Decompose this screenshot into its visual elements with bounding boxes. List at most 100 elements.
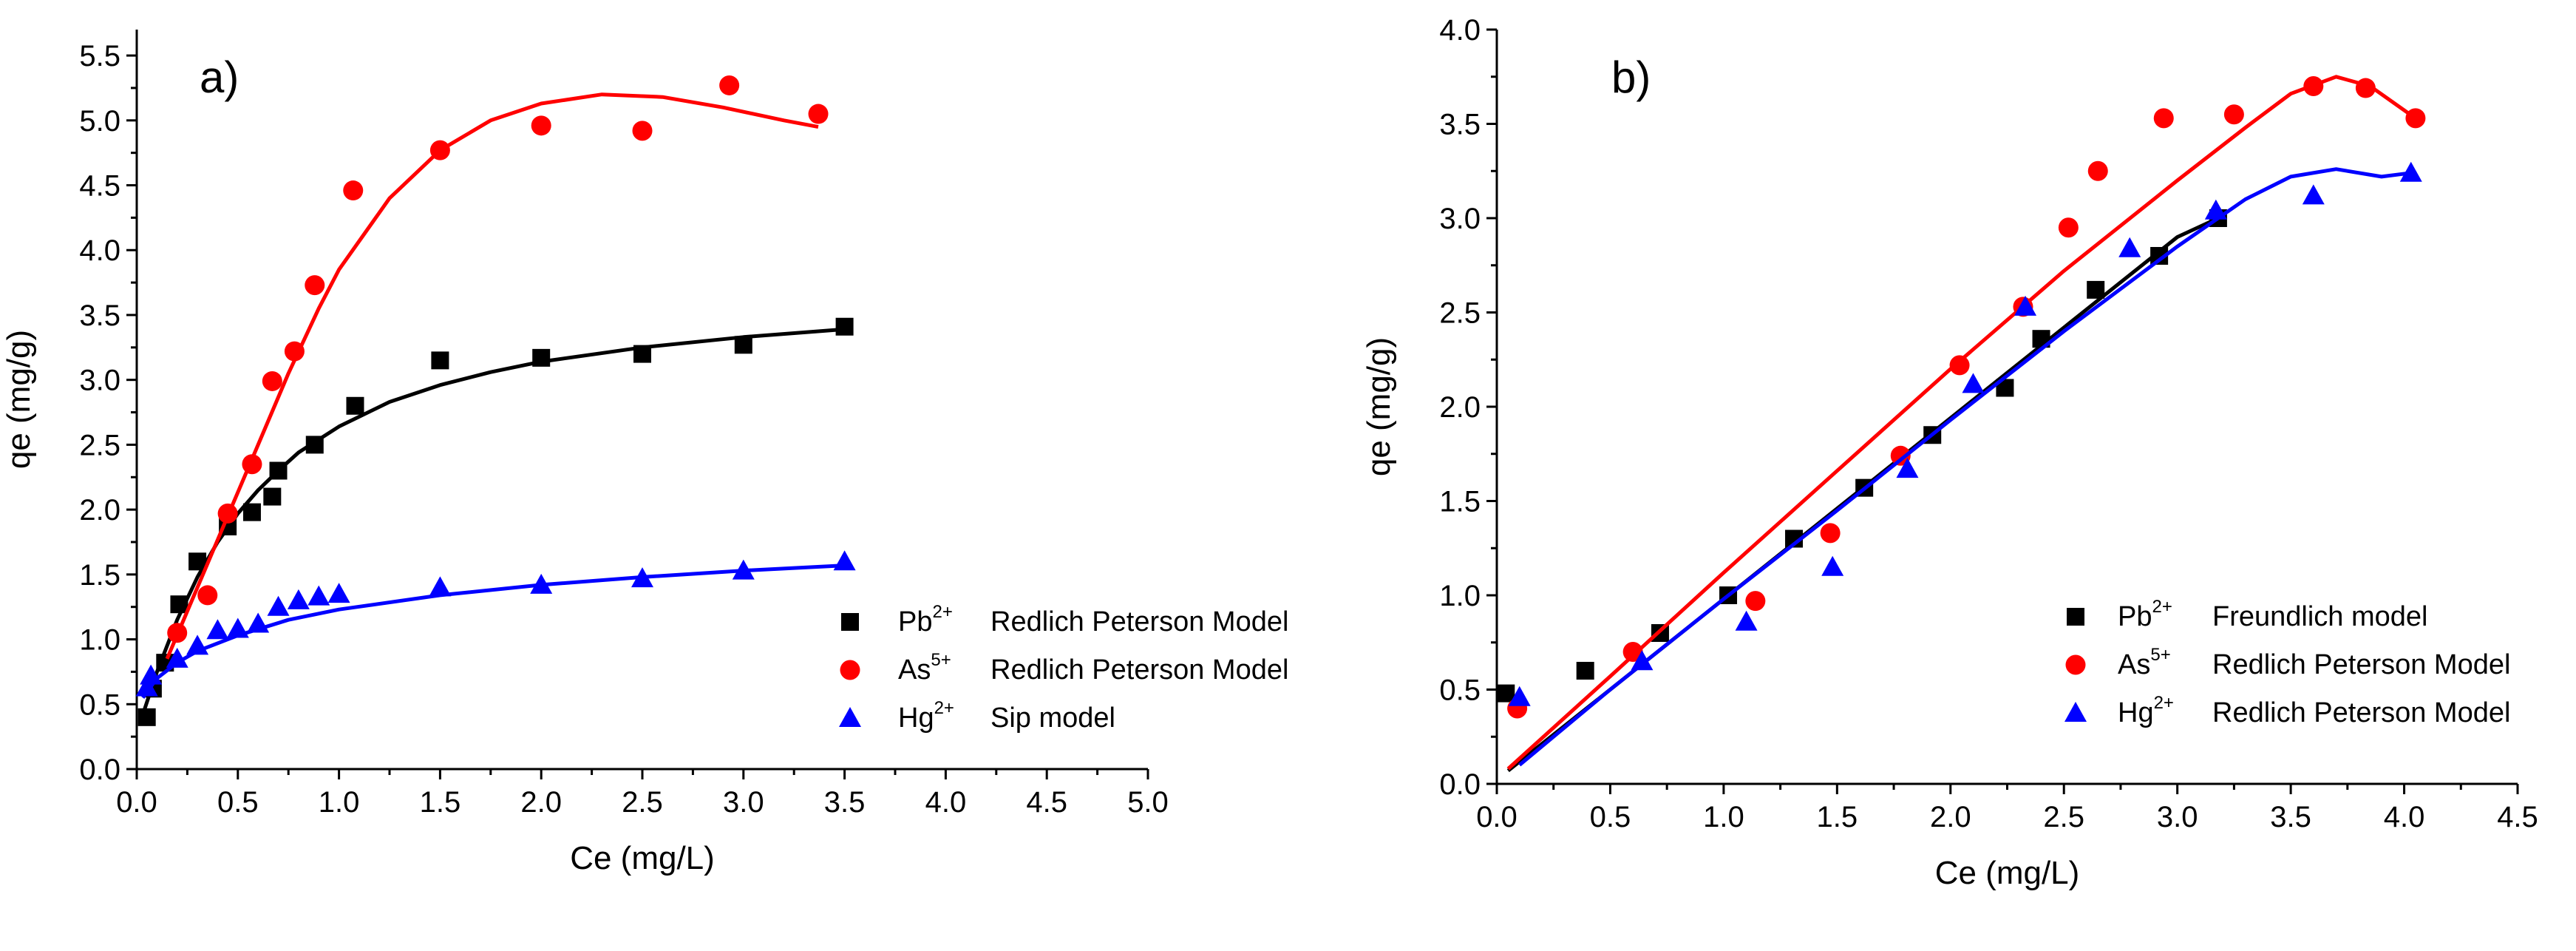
data-point-as: [2153, 108, 2174, 129]
data-point-pb: [734, 336, 752, 354]
data-point-hg: [186, 634, 209, 655]
y-tick-label: 2.0: [1439, 391, 1481, 424]
data-point-as: [2058, 217, 2079, 238]
data-point-as: [2355, 78, 2376, 98]
data-point-hg: [1962, 373, 1985, 393]
data-point-pb: [137, 708, 156, 726]
data-point-as: [1820, 523, 1841, 544]
fit-curve-as: [165, 92, 819, 660]
series-as: [165, 75, 829, 660]
x-tick-label: 0.5: [1590, 801, 1631, 833]
data-point-hg: [732, 559, 755, 580]
x-tick-label: 4.0: [2384, 801, 2425, 833]
legend-item-hg: Hg2+ Redlich Peterson Model: [2064, 693, 2510, 728]
legend-model: Redlich Peterson Model: [2212, 697, 2510, 728]
legend-model: Redlich Peterson Model: [990, 606, 1288, 637]
data-point-as: [242, 454, 262, 475]
legend-charge: 2+: [2152, 597, 2172, 617]
x-tick-label: 3.5: [2270, 801, 2311, 833]
data-point-hg: [327, 583, 350, 603]
data-point-as: [808, 104, 829, 124]
data-point-as: [217, 503, 238, 524]
data-point-as: [1890, 445, 1911, 466]
fit-curve-pb: [140, 327, 845, 716]
data-point-hg: [2302, 184, 2325, 205]
data-point-pb: [242, 503, 261, 521]
panel-label: a): [200, 53, 239, 102]
data-point-as: [284, 341, 305, 362]
data-point-as: [632, 121, 653, 141]
data-point-as: [719, 75, 740, 95]
legend-ion: As5+: [898, 650, 951, 686]
fit-curve-hg: [1518, 167, 2412, 767]
legend-charge: 5+: [2150, 645, 2170, 665]
legend-item-hg: Hg2+ Sip model: [839, 698, 1115, 734]
legend-charge: 2+: [2154, 693, 2174, 713]
y-tick-label: 4.0: [1439, 14, 1481, 47]
y-tick-label: 2.5: [79, 429, 120, 461]
x-tick-label: 2.0: [520, 786, 562, 819]
fit-curve-as: [1506, 75, 2417, 771]
series-hg: [135, 550, 856, 699]
y-tick-label: 1.5: [79, 559, 120, 592]
data-point-pb: [346, 396, 364, 415]
data-point-hg: [140, 664, 163, 685]
data-point-as: [1622, 642, 1643, 662]
x-tick-label: 4.0: [925, 786, 967, 819]
data-point-as: [1949, 355, 1970, 376]
x-tick-label: 1.5: [420, 786, 461, 819]
data-point-as: [167, 623, 188, 643]
legend-ion: Hg2+: [898, 698, 954, 734]
data-point-pb: [170, 595, 188, 614]
data-point-hg: [1735, 610, 1758, 631]
panel-label: b): [1611, 53, 1651, 102]
data-point-hg: [1508, 686, 1531, 706]
y-tick-label: 4.0: [79, 234, 120, 267]
y-tick-label: 0.5: [79, 688, 120, 721]
y-tick-label: 3.5: [1439, 109, 1481, 141]
y-tick-label: 1.5: [1439, 486, 1481, 518]
data-point-hg: [226, 617, 249, 638]
series-hg: [1508, 161, 2422, 767]
y-tick-label: 5.5: [79, 40, 120, 72]
x-tick-label: 0.5: [217, 786, 259, 819]
legend-model: Redlich Peterson Model: [990, 654, 1288, 686]
data-point-pb: [431, 351, 449, 370]
legend-ion: Pb2+: [898, 602, 953, 637]
data-point-pb: [269, 461, 288, 480]
chart-panel-b: 0.0 0.5 1.0 1.5 2.0 2.5 3.0 3.5 4.0 4.5 0.0 0.5 1.0 1…: [1361, 14, 2538, 891]
data-point-pb: [835, 317, 854, 336]
legend-model: Redlich Peterson Model: [2212, 649, 2510, 680]
data-point-hg: [1821, 555, 1844, 576]
y-tick-label: 2.5: [1439, 297, 1481, 330]
legend-marker-pb: [841, 613, 859, 631]
data-point-hg: [247, 612, 270, 633]
x-tick-label: 1.0: [319, 786, 360, 819]
data-point-as: [305, 275, 325, 296]
legend-charge: 2+: [932, 602, 952, 622]
data-point-hg: [2118, 237, 2141, 257]
legend-marker-hg: [2064, 702, 2087, 722]
data-point-as: [1745, 591, 1766, 612]
series-pb: [137, 317, 854, 726]
data-point-hg: [1896, 458, 1919, 478]
x-tick-label: 0.0: [116, 786, 157, 819]
x-tick-label: 2.0: [1930, 801, 1971, 833]
y-tick-label: 0.0: [1439, 768, 1481, 801]
legend-marker-hg: [839, 707, 861, 727]
legend-marker-as: [2065, 654, 2086, 675]
y-tick-label: 1.0: [1439, 580, 1481, 612]
y-tick-label: 3.0: [1439, 203, 1481, 235]
x-tick-label: 0.0: [1476, 801, 1518, 833]
legend-marker-as: [840, 660, 860, 680]
y-axis-title: qe (mg/g): [1361, 337, 1397, 476]
data-point-hg: [2204, 199, 2227, 220]
data-point-as: [197, 585, 218, 606]
legend-charge: 2+: [934, 698, 954, 718]
y-axis-title: qe (mg/g): [1, 330, 37, 469]
legend-item-as: As5+ Redlich Peterson Model: [840, 650, 1288, 686]
x-axis-title: Ce (mg/L): [570, 840, 715, 876]
x-tick-label: 1.0: [1703, 801, 1744, 833]
data-point-as: [262, 370, 282, 391]
x-tick-label: 1.5: [1817, 801, 1858, 833]
